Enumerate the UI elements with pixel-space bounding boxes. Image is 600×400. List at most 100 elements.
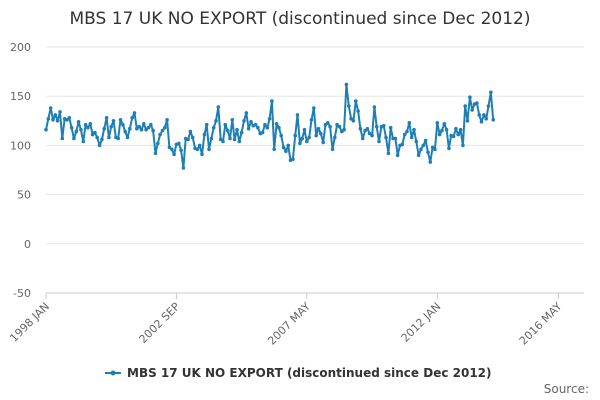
data-point [370, 133, 374, 138]
data-point [265, 125, 270, 130]
data-point [456, 132, 461, 137]
data-point [395, 153, 400, 157]
legend-label: MBS 17 UK NO EXPORT (discontinued since … [127, 366, 492, 380]
data-point [81, 139, 86, 144]
data-point [121, 122, 125, 127]
data-point [312, 106, 316, 110]
data-point [48, 106, 53, 110]
data-point [319, 131, 323, 136]
data-point [298, 141, 302, 146]
data-point [270, 99, 274, 103]
data-point [468, 95, 472, 99]
data-point [388, 125, 393, 130]
series-line [45, 83, 495, 169]
data-point [342, 127, 346, 132]
x-tick-label: 2007 MAY [265, 300, 313, 348]
data-point [433, 147, 437, 152]
data-point [197, 143, 202, 148]
data-point [72, 136, 76, 141]
data-point [279, 133, 284, 138]
data-point [402, 132, 407, 137]
data-point [458, 127, 463, 132]
y-grid [46, 46, 584, 245]
data-point [216, 105, 221, 109]
data-point [374, 124, 379, 129]
data-point [118, 118, 123, 122]
data-point [123, 129, 127, 134]
data-point [128, 126, 132, 131]
data-point [135, 126, 139, 131]
data-point [177, 141, 181, 146]
data-point [305, 139, 309, 144]
data-point [223, 122, 228, 127]
data-point [479, 120, 484, 124]
data-point [232, 137, 237, 142]
data-point [253, 122, 258, 127]
data-point [267, 117, 272, 121]
data-point [67, 116, 72, 120]
data-point [386, 151, 391, 156]
data-point [302, 127, 307, 132]
data-point [486, 104, 491, 108]
data-point [109, 124, 113, 129]
data-point [419, 147, 423, 152]
data-point [384, 135, 388, 140]
data-point [58, 110, 62, 114]
data-point [286, 143, 291, 148]
data-point [435, 121, 440, 125]
data-point [423, 138, 428, 143]
data-point [242, 119, 246, 123]
data-point [347, 104, 351, 108]
data-point [146, 125, 151, 130]
data-point [491, 118, 496, 122]
data-point [470, 108, 475, 112]
series-group [44, 82, 496, 170]
data-point [451, 134, 456, 139]
data-point [144, 127, 148, 132]
data-point [426, 150, 430, 155]
data-point [158, 132, 162, 137]
data-point [393, 136, 398, 141]
data-point [335, 122, 339, 127]
y-axis-ticks: -50 0 50 100 150 200 [10, 41, 31, 300]
data-point [295, 113, 300, 117]
data-point [188, 129, 193, 134]
data-point [44, 127, 48, 132]
data-point [74, 129, 79, 134]
data-point [116, 136, 120, 141]
data-point [333, 135, 337, 140]
data-point [300, 136, 305, 141]
data-point [142, 122, 146, 126]
y-tick-label: 150 [10, 90, 31, 103]
data-point [249, 120, 253, 124]
data-point [195, 147, 200, 152]
data-point [381, 123, 386, 128]
y-tick-label: 100 [10, 139, 31, 152]
data-point [244, 111, 249, 115]
data-point [482, 113, 486, 117]
data-point [316, 126, 321, 131]
data-point [309, 118, 314, 122]
data-point [428, 160, 433, 164]
data-point [484, 117, 489, 121]
data-point [179, 148, 183, 153]
data-point [139, 127, 144, 132]
data-point [421, 143, 426, 148]
legend[interactable]: MBS 17 UK NO EXPORT (discontinued since … [105, 366, 492, 380]
data-point [149, 122, 153, 127]
data-point [214, 119, 218, 123]
data-point [202, 132, 207, 137]
data-point [95, 135, 99, 140]
source-label: Source: [544, 382, 589, 396]
data-point [330, 147, 335, 152]
data-point [172, 152, 176, 157]
data-point [237, 139, 242, 144]
data-point [365, 126, 370, 131]
data-point [263, 122, 267, 127]
data-point [53, 113, 58, 117]
data-point [137, 124, 141, 129]
data-point [405, 129, 409, 134]
data-point [160, 128, 165, 133]
data-point [156, 141, 160, 146]
data-point [360, 136, 365, 141]
